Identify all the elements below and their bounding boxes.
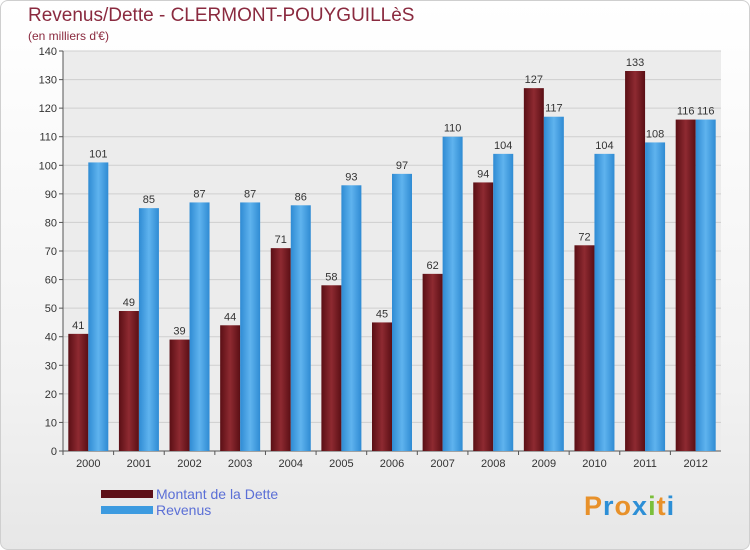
data-label-dette: 62 — [426, 260, 438, 272]
data-label-dette: 71 — [275, 234, 287, 246]
y-tick-label: 10 — [45, 417, 57, 429]
data-label-revenus: 97 — [396, 160, 408, 172]
data-label-dette: 39 — [173, 326, 185, 338]
data-label-dette: 133 — [626, 57, 644, 69]
x-tick-label: 2004 — [279, 458, 303, 470]
bar-revenus — [189, 202, 210, 451]
y-tick-label: 120 — [39, 103, 57, 115]
logo-letter: i — [648, 491, 657, 521]
chart-title: Revenus/Dette - CLERMONT-POUYGUILLèS — [28, 5, 415, 26]
data-label-revenus: 104 — [494, 140, 512, 152]
bar-dette — [574, 245, 595, 451]
bar-dette — [68, 333, 89, 451]
data-label-dette: 94 — [477, 168, 489, 180]
bar-dette — [625, 71, 646, 451]
data-label-revenus: 110 — [444, 123, 462, 135]
y-tick-label: 130 — [39, 75, 57, 87]
bar-dette — [321, 285, 342, 451]
y-tick-label: 80 — [45, 217, 57, 229]
bar-dette — [270, 248, 291, 451]
proxiti-logo: Proxiti — [584, 491, 675, 522]
bar-dette — [220, 325, 241, 451]
logo-letter: x — [632, 491, 649, 521]
x-tick-label: 2006 — [380, 458, 404, 470]
x-tick-label: 2003 — [228, 458, 252, 470]
data-label-dette: 41 — [72, 320, 84, 332]
data-label-dette: 116 — [677, 106, 695, 118]
logo-letter: P — [584, 491, 604, 521]
y-tick-label: 40 — [45, 332, 57, 344]
data-label-revenus: 117 — [545, 103, 563, 115]
bar-revenus — [240, 202, 261, 451]
data-label-revenus: 87 — [193, 188, 205, 200]
y-tick-label: 140 — [39, 46, 57, 58]
x-tick-label: 2005 — [329, 458, 353, 470]
bar-revenus — [493, 153, 514, 451]
y-tick-label: 70 — [45, 246, 57, 258]
data-label-revenus: 85 — [143, 194, 155, 206]
data-label-revenus: 93 — [345, 171, 357, 183]
logo-letter: o — [614, 491, 633, 521]
chart-subtitle: (en milliers d'€) — [28, 29, 109, 43]
bar-dette — [473, 182, 494, 451]
bar-revenus — [442, 136, 463, 451]
y-tick-label: 100 — [39, 160, 57, 172]
bar-revenus — [594, 153, 615, 451]
data-label-dette: 49 — [123, 297, 135, 309]
bar-revenus — [290, 205, 311, 451]
bar-dette — [422, 273, 443, 451]
logo-letter: i — [666, 491, 676, 521]
data-label-revenus: 104 — [595, 140, 613, 152]
data-label-dette: 58 — [325, 271, 337, 283]
y-tick-label: 110 — [39, 132, 57, 144]
bar-revenus — [88, 162, 109, 451]
x-tick-label: 2012 — [683, 458, 707, 470]
y-tick-label: 30 — [45, 360, 57, 372]
bar-revenus — [138, 208, 159, 451]
y-tick-label: 0 — [51, 446, 57, 458]
data-label-revenus: 108 — [646, 128, 664, 140]
bar-dette — [169, 339, 190, 451]
y-tick-label: 90 — [45, 189, 57, 201]
data-label-dette: 127 — [525, 74, 543, 86]
x-tick-label: 2000 — [76, 458, 100, 470]
data-label-revenus: 87 — [244, 188, 256, 200]
bar-revenus — [645, 142, 666, 451]
logo-letter: r — [603, 491, 615, 521]
data-label-dette: 72 — [578, 231, 590, 243]
logo-letter: t — [656, 491, 667, 521]
bar-revenus — [392, 173, 412, 451]
legend-swatch-revenus — [101, 506, 153, 514]
legend-label-revenus: Revenus — [156, 502, 212, 518]
bar-dette — [675, 119, 696, 452]
bar-dette — [118, 311, 139, 451]
bar-dette — [523, 88, 544, 452]
legend-swatch-dette — [101, 490, 153, 498]
x-tick-label: 2010 — [582, 458, 606, 470]
y-tick-label: 20 — [45, 389, 57, 401]
data-label-revenus: 101 — [89, 148, 107, 160]
x-tick-label: 2011 — [633, 458, 657, 470]
x-tick-label: 2008 — [481, 458, 505, 470]
data-label-dette: 44 — [224, 311, 236, 323]
data-label-revenus: 86 — [295, 191, 307, 203]
x-tick-label: 2007 — [430, 458, 454, 470]
data-label-revenus: 116 — [697, 106, 715, 118]
bar-revenus — [695, 119, 716, 452]
x-tick-label: 2002 — [177, 458, 201, 470]
bar-revenus — [543, 116, 564, 451]
x-tick-label: 2001 — [127, 458, 151, 470]
y-tick-label: 50 — [45, 303, 57, 315]
legend-label-dette: Montant de la Dette — [156, 486, 279, 502]
x-tick-label: 2009 — [532, 458, 556, 470]
bar-dette — [372, 322, 392, 451]
bar-revenus — [341, 185, 362, 452]
data-label-dette: 45 — [376, 308, 388, 320]
y-tick-label: 60 — [45, 275, 57, 287]
